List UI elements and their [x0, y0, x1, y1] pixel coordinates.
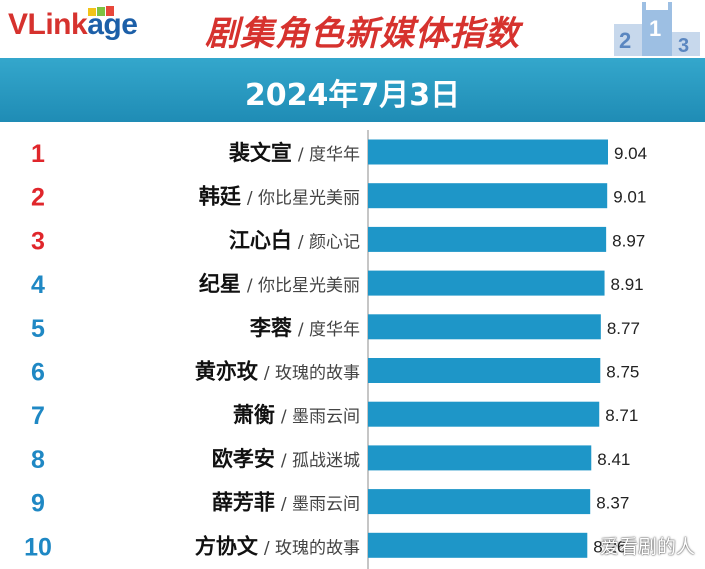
category-label: 纪星 / 你比星光美丽 — [199, 272, 360, 296]
drama-title: / 玫瑰的故事 — [264, 538, 360, 558]
data-label: 8.91 — [611, 275, 644, 294]
bar — [368, 445, 592, 471]
data-label: 8.75 — [606, 363, 639, 382]
category-label: 欧孝安 / 孤战迷城 — [212, 447, 360, 471]
bar — [368, 226, 607, 252]
character-name: 江心白 — [229, 228, 292, 252]
data-label: 9.04 — [614, 144, 647, 163]
date-band: 2024年7月3日 — [0, 58, 705, 122]
character-name: 薛芳菲 — [212, 491, 275, 515]
bar — [368, 314, 601, 340]
character-name: 欧孝安 — [212, 447, 275, 471]
rank-number: 8 — [31, 446, 45, 474]
bar — [368, 270, 605, 296]
character-name: 方协文 — [195, 534, 259, 558]
chart-date: 2024年7月3日 — [244, 78, 461, 113]
bar — [368, 489, 591, 515]
rank-number: 3 — [31, 227, 45, 255]
rank-number: 7 — [31, 402, 45, 430]
svg-text:2: 2 — [619, 28, 631, 53]
character-name: 李蓉 — [249, 316, 292, 340]
bar — [368, 532, 588, 558]
category-label: 裴文宣 / 度华年 — [229, 141, 360, 165]
bar — [368, 139, 608, 165]
bar — [368, 401, 600, 427]
data-label: 8.37 — [596, 494, 629, 513]
data-label: 8.41 — [597, 450, 630, 469]
drama-title: / 墨雨云间 — [281, 407, 360, 427]
category-label: 方协文 / 玫瑰的故事 — [195, 534, 360, 558]
data-label: 8.97 — [612, 231, 645, 250]
page-title: 剧集角色新媒体指数 — [205, 14, 520, 54]
category-label: 李蓉 / 度华年 — [249, 316, 360, 340]
data-label: 8.77 — [607, 319, 640, 338]
data-label: 9.01 — [613, 188, 646, 207]
character-name: 纪星 — [199, 272, 241, 296]
category-label: 韩廷 / 你比星光美丽 — [199, 185, 360, 209]
drama-title: / 颜心记 — [298, 232, 360, 252]
rank-number: 4 — [31, 271, 45, 299]
drama-title: / 玫瑰的故事 — [264, 364, 360, 384]
drama-title: / 孤战迷城 — [281, 451, 360, 471]
character-name: 黄亦玫 — [195, 360, 259, 384]
rank-number: 1 — [31, 140, 45, 168]
svg-text:3: 3 — [678, 35, 689, 56]
podium-icon: 2 1 3 — [614, 2, 700, 56]
ranking-chart: 1 裴文宣 / 度华年 9.042 韩廷 / 你比星光美丽 9.013 江心白 / 颜心记 8.9… — [24, 130, 647, 569]
character-name: 裴文宣 — [229, 141, 292, 165]
drama-title: / 度华年 — [298, 320, 360, 340]
drama-title: / 你比星光美丽 — [247, 189, 360, 209]
category-label: 薛芳菲 / 墨雨云间 — [212, 491, 360, 515]
character-name: 萧衡 — [233, 403, 275, 427]
books-icon — [88, 6, 114, 16]
rank-number: 6 — [31, 359, 45, 387]
vlinkage-logo: VLinkage — [8, 6, 138, 42]
bar — [368, 183, 608, 209]
character-name: 韩廷 — [199, 185, 242, 209]
category-label: 萧衡 / 墨雨云间 — [233, 403, 360, 427]
rank-number: 9 — [31, 490, 45, 518]
header: VLinkage 剧集角色新媒体指数 2 1 3 — [0, 0, 705, 58]
category-label: 黄亦玫 / 玫瑰的故事 — [195, 360, 360, 384]
rank-number: 5 — [31, 315, 45, 343]
svg-text:1: 1 — [649, 16, 661, 41]
rank-number: 2 — [31, 184, 45, 212]
rank-number: 10 — [24, 533, 52, 561]
drama-title: / 度华年 — [298, 145, 360, 165]
data-label: 8.71 — [605, 406, 638, 425]
logo-main: VLink — [8, 8, 88, 41]
category-label: 江心白 / 颜心记 — [229, 228, 360, 252]
drama-title: / 墨雨云间 — [281, 495, 360, 515]
watermark: 爱看剧的人 — [599, 536, 695, 558]
data-label: 8.26 — [593, 537, 626, 556]
drama-title: / 你比星光美丽 — [247, 276, 360, 296]
bar — [368, 358, 601, 383]
